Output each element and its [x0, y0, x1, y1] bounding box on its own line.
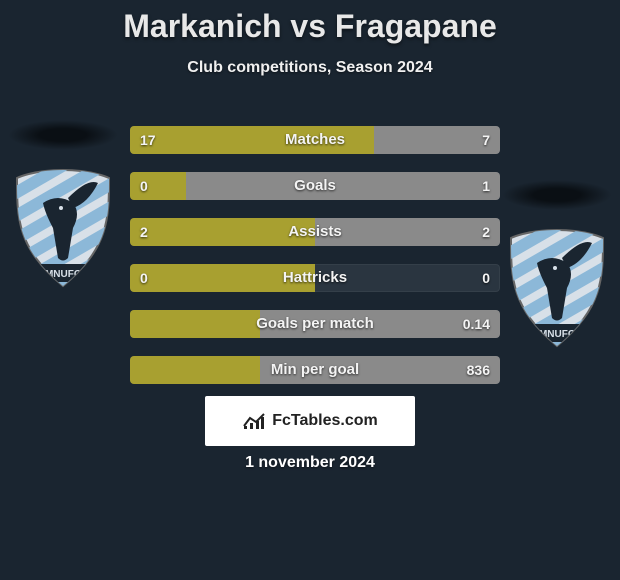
watermark-text: FcTables.com	[272, 412, 378, 430]
bar-value-left: 2	[140, 218, 148, 246]
crest-icon: MNUFC	[507, 228, 607, 348]
crest-right: MNUFC	[507, 228, 607, 348]
bar-label: Goals per match	[130, 310, 500, 338]
stat-row: Assists2 2	[130, 218, 500, 246]
bar-value-left: 17	[140, 126, 156, 154]
crest-text: MNUFC	[539, 329, 575, 340]
stat-row: Hattricks0 0	[130, 264, 500, 292]
bar-label: Assists	[130, 218, 500, 246]
shadow-ellipse	[8, 120, 118, 150]
date-label: 1 november 2024	[0, 454, 620, 472]
bar-label: Min per goal	[130, 356, 500, 384]
stat-row: Goals0 1	[130, 172, 500, 200]
bar-value-right: 7	[482, 126, 490, 154]
watermark: FcTables.com	[205, 396, 415, 446]
bar-value-right: 2	[482, 218, 490, 246]
shadow-ellipse	[502, 180, 612, 210]
team-right-logo: MNUFC	[502, 180, 612, 350]
bar-label: Goals	[130, 172, 500, 200]
bar-value-right: 836	[467, 356, 490, 384]
page-subtitle: Club competitions, Season 2024	[0, 59, 620, 77]
bar-label: Hattricks	[130, 264, 500, 292]
team-left-logo: MNUFC	[8, 120, 118, 290]
bar-value-left: 0	[140, 172, 148, 200]
stat-row: Goals per match0.14	[130, 310, 500, 338]
page-title: Markanich vs Fragapane	[0, 0, 620, 45]
stat-row: Min per goal836	[130, 356, 500, 384]
crest-text: MNUFC	[45, 269, 81, 280]
bar-value-right: 0	[482, 264, 490, 292]
bar-value-right: 0.14	[463, 310, 490, 338]
bar-value-right: 1	[482, 172, 490, 200]
stats-bars: Matches177Goals01Assists22Hattricks00Goa…	[130, 126, 500, 402]
bar-value-left: 0	[140, 264, 148, 292]
chart-icon	[242, 412, 266, 430]
crest-icon: MNUFC	[13, 168, 113, 288]
stat-row: Matches17 7	[130, 126, 500, 154]
bar-label: Matches	[130, 126, 500, 154]
crest-left: MNUFC	[13, 168, 113, 288]
